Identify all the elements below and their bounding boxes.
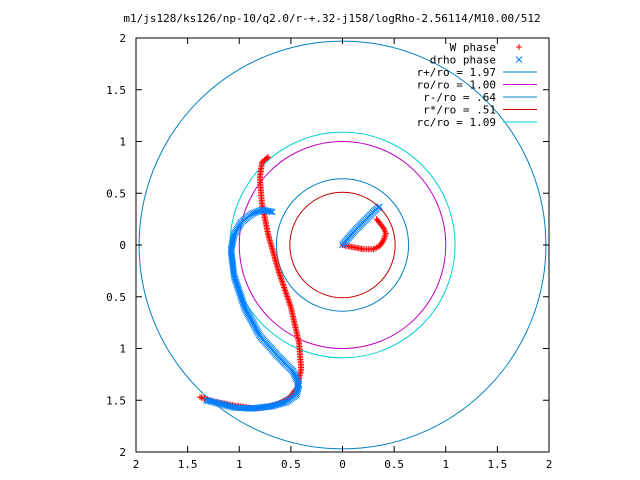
legend-label-0: W phase [450,41,496,54]
point-0-1-86 [281,284,288,291]
legend-label-3: ro/ro = 1.00 [417,79,496,92]
point-0-1-94 [285,296,292,303]
point-0-1-85 [280,282,287,289]
x-tick-label-1: 1.5 [178,458,198,471]
legend-label-6: rc/ro = 1.09 [417,116,496,129]
legend-entry-5: r*/ro = .51 [423,104,537,117]
x-tick-label-6: 1 [442,458,449,471]
point-0-1-84 [280,281,287,288]
legend-entry-4: r-/ro = .64 [423,91,537,104]
x-tick-label-7: 1.5 [487,458,507,471]
legend-label-1: drho phase [430,54,496,67]
point-0-1-79 [277,273,284,280]
point-1-1-173 [249,405,257,412]
y-tick-label-5: 0.5 [106,291,126,304]
point-0-1-216 [197,394,204,401]
legend-swatch-0 [516,44,522,50]
legend-label-5: r*/ro = .51 [423,104,496,117]
y-tick-label-4: 0 [119,239,126,252]
markers-layer [197,154,389,412]
point-0-1-89 [282,289,289,296]
x-tick-label-2: 1 [236,458,243,471]
point-0-1-88 [282,287,289,294]
point-0-1-97 [286,301,293,308]
point-0-0-28 [379,238,386,245]
x-tick-label-4: 0 [339,458,346,471]
point-0-1-93 [284,295,291,302]
x-tick-label-5: 0.5 [384,458,404,471]
point-0-1-96 [286,299,293,306]
y-tick-label-0: 2 [119,32,126,45]
point-0-1-82 [279,278,286,285]
point-0-1-95 [285,298,292,305]
point-0-1-81 [278,276,285,283]
point-0-0-43 [373,216,380,223]
point-0-1-92 [284,293,291,300]
circle-3 [289,191,396,299]
legend-entry-0: W phase [450,41,522,54]
point-0-1-4 [260,158,267,165]
point-1-1-40 [227,245,235,252]
x-tick-label-8: 2 [546,458,553,471]
legend-label-4: r-/ro = .64 [423,91,496,104]
circle-2 [275,178,410,312]
y-tick-label-2: 1 [119,136,126,149]
y-tick-label-6: 1 [119,343,126,356]
circle-1 [238,141,447,349]
point-0-1-90 [283,290,290,297]
y-tick-label-3: 0.5 [106,187,126,200]
ticks-layer: 2 1.5 1 0.5 0 0.5 1 1.5 221.510.500.511.52 [106,32,552,471]
legend-entry-3: ro/ro = 1.00 [417,79,537,92]
point-1-1-202 [204,397,212,404]
y-tick-label-1: 1.5 [106,84,126,97]
legend-entry-1: drho phase [430,54,523,67]
chart-title: m1/js128/ks126/np-10/q2.0/r-+.32-j158/lo… [123,12,540,25]
point-0-1-98 [287,302,294,309]
x-tick-label-0: 2 [133,458,140,471]
legend-swatch-1 [515,56,523,63]
point-0-1-91 [283,292,290,299]
point-0-1-80 [278,275,285,282]
y-tick-label-7: 1.5 [106,394,126,407]
point-0-0-22 [373,244,380,251]
point-0-1-83 [279,279,286,286]
y-tick-label-8: 2 [119,446,126,459]
point-1-1-203 [202,396,210,404]
point-0-0-42 [374,217,381,224]
legend-label-2: r+/ro = 1.97 [417,66,496,79]
series-1 [202,203,384,412]
point-0-1-87 [281,285,288,292]
legend-entry-6: rc/ro = 1.09 [417,116,537,129]
legend-entry-2: r+/ro = 1.97 [417,66,537,79]
point-1-0-32 [376,203,384,211]
x-tick-label-3: 0.5 [281,458,301,471]
